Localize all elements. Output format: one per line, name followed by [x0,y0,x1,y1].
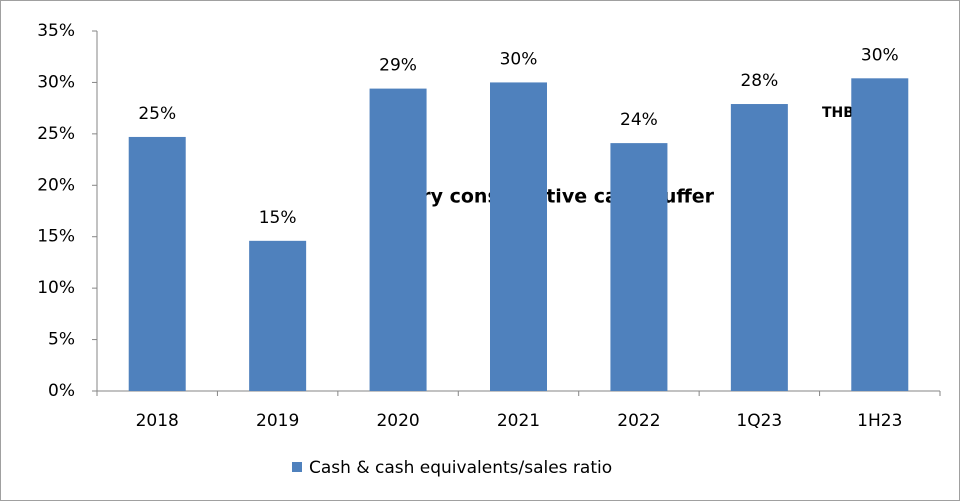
y-tick-label: 15% [37,227,75,247]
legend-swatch [292,462,302,472]
bar [369,88,427,391]
y-tick-label: 5% [48,330,75,350]
bar [249,240,307,391]
value-label: 30% [861,45,899,65]
y-tick-label: 20% [37,175,75,195]
y-tick-label: 35% [37,21,75,41]
bar [490,82,547,391]
x-tick-label: 1Q23 [736,411,782,431]
bar [851,78,909,392]
value-label: 15% [259,208,297,228]
bar [128,136,186,391]
y-tick-label: 0% [48,381,75,401]
value-label: 29% [379,56,417,76]
x-tick-label: 2022 [617,411,660,431]
x-tick-label: 1H23 [857,411,902,431]
bar [730,104,788,392]
y-tick-label: 30% [37,72,75,92]
value-label: 25% [138,104,176,124]
legend-label: Cash & cash equivalents/sales ratio [309,458,612,478]
value-label: 28% [740,71,778,91]
y-tick-label: 25% [37,124,75,144]
x-tick-label: 2018 [136,411,179,431]
x-tick-label: 2020 [376,411,419,431]
x-tick-label: 2021 [497,411,540,431]
value-label: 30% [500,49,538,69]
y-tick-label: 10% [37,278,75,298]
value-label: 24% [620,110,658,130]
x-tick-label: 2019 [256,411,299,431]
bar [610,143,668,391]
